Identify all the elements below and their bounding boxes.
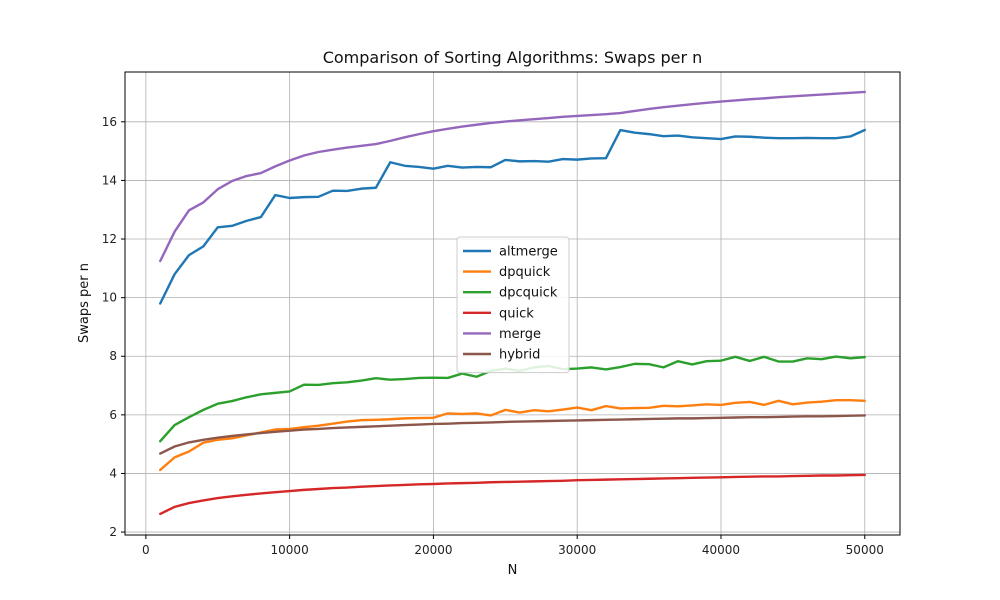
y-tick-label: 10 <box>102 291 117 305</box>
plot-frame <box>124 71 901 536</box>
y-axis: 2 4 6 8 10 12 14 16 <box>102 115 125 539</box>
legend-label-merge: merge <box>499 327 541 342</box>
y-tick-label: 2 <box>109 525 117 539</box>
y-tick-label: 12 <box>102 232 117 246</box>
series-layer <box>159 90 866 516</box>
x-axis-label: N <box>508 563 518 578</box>
series-line-hybrid <box>159 414 866 455</box>
series-line-altmerge <box>159 128 866 305</box>
y-tick-label: 6 <box>109 408 117 422</box>
series-line-dpquick <box>159 399 866 472</box>
x-tick-label: 30000 <box>558 543 596 557</box>
chart-title: Comparison of Sorting Algorithms: Swaps … <box>323 48 703 67</box>
y-tick-label: 8 <box>109 349 117 363</box>
x-tick-label: 20000 <box>414 543 452 557</box>
legend-label-altmerge: altmerge <box>499 245 558 260</box>
x-tick-label: 10000 <box>271 543 309 557</box>
x-tick-label: 0 <box>142 543 150 557</box>
legend-label-hybrid: hybrid <box>499 348 540 363</box>
x-axis: 0 10000 20000 30000 40000 50000 <box>142 535 884 557</box>
y-tick-label: 4 <box>109 466 117 480</box>
y-tick-label: 16 <box>102 115 117 129</box>
y-tick-label: 14 <box>102 173 117 187</box>
legend: altmerge dpquick dpcquick quick merge hybrid <box>456 236 570 374</box>
series-line-quick <box>159 473 866 516</box>
legend-label-quick: quick <box>499 306 534 321</box>
series-line-merge <box>159 90 866 263</box>
x-tick-label: 50000 <box>846 543 884 557</box>
legend-label-dpquick: dpquick <box>499 265 551 280</box>
x-tick-label: 40000 <box>702 543 740 557</box>
legend-label-dpcquick: dpcquick <box>499 286 558 301</box>
y-axis-label: Swaps per n <box>77 263 92 343</box>
